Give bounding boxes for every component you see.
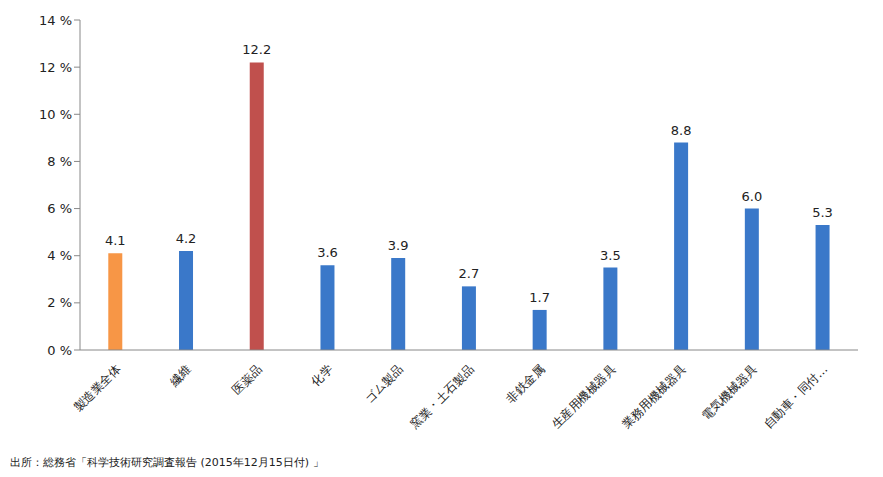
svg-text:2 %: 2 %: [47, 295, 72, 310]
svg-text:8 %: 8 %: [47, 154, 72, 169]
svg-text:4 %: 4 %: [47, 248, 72, 263]
svg-text:1.7: 1.7: [529, 290, 550, 305]
svg-text:5.3: 5.3: [812, 205, 833, 220]
html-text:出所：総務省「科学技術研究調査報告 (2015年12月15日: 出所：総務省「科学技術研究調査報告 (2015年12月15日付) 」: [10, 456, 324, 469]
svg-text:8.8: 8.8: [671, 123, 692, 138]
svg-text:3.9: 3.9: [388, 238, 409, 253]
svg-text:生産用機械器具: 生産用機械器具: [549, 362, 618, 431]
svg-text:3.5: 3.5: [600, 248, 621, 263]
svg-text:電気機械器具: 電気機械器具: [699, 362, 760, 423]
svg-text:12 %: 12 %: [39, 60, 72, 75]
svg-text:0 %: 0 %: [47, 343, 72, 358]
svg-text:3.6: 3.6: [317, 245, 338, 260]
svg-text:10 %: 10 %: [39, 107, 72, 122]
svg-text:2.7: 2.7: [459, 266, 480, 281]
svg-text:14 %: 14 %: [39, 13, 72, 28]
svg-text:化学: 化学: [308, 362, 335, 389]
svg-text:ゴム製品: ゴム製品: [362, 362, 406, 406]
svg-text:繊維: 繊維: [166, 362, 194, 390]
svg-text:非鉄金属: 非鉄金属: [504, 362, 548, 406]
svg-text:医薬品: 医薬品: [229, 362, 264, 397]
svg-text:4.2: 4.2: [176, 231, 197, 246]
svg-text:6 %: 6 %: [47, 201, 72, 216]
svg-text:製造業全体: 製造業全体: [71, 362, 123, 414]
svg-text:業務用機械器具: 業務用機械器具: [620, 362, 689, 431]
svg-text:自動車・同付…: 自動車・同付…: [761, 362, 830, 431]
svg-text:12.2: 12.2: [242, 42, 271, 57]
svg-text:6.0: 6.0: [741, 189, 762, 204]
svg-text:窯業・土石製品: 窯業・土石製品: [407, 362, 476, 431]
svg-text:4.1: 4.1: [105, 233, 126, 248]
